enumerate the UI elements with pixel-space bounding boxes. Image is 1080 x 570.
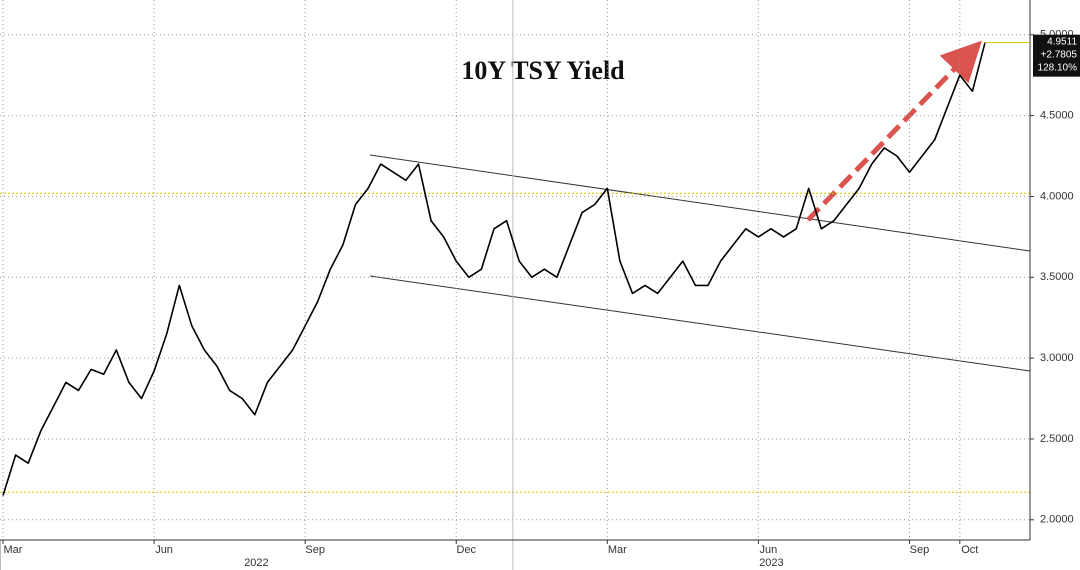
x-tick-label: Mar — [608, 544, 627, 556]
x-tick-label: Sep — [910, 544, 930, 556]
chart-title: 10Y TSY Yield — [461, 56, 625, 85]
y-tick-label: 4.5000 — [1040, 110, 1074, 122]
year-label: 2023 — [759, 557, 783, 569]
y-tick-label: 4.0000 — [1040, 190, 1074, 202]
trend-line — [369, 154, 1031, 252]
last-value-box: 4.9511 +2.7805 128.10% — [1033, 34, 1080, 77]
x-tick-label: Dec — [456, 544, 476, 556]
box-text: 128.10% — [1038, 62, 1078, 73]
trend-line — [369, 275, 1031, 372]
y-tick-label: 3.0000 — [1040, 352, 1074, 364]
y-tick-label: 2.0000 — [1040, 514, 1074, 526]
box-text: 4.9511 — [1047, 36, 1077, 47]
trend-arrow — [806, 40, 982, 222]
x-tick-label: Jun — [760, 544, 778, 556]
x-tick-label: Mar — [4, 544, 23, 556]
x-tick-label: Sep — [305, 544, 325, 556]
x-tick-label: Jun — [155, 544, 173, 556]
box-text: +2.7805 — [1041, 49, 1078, 60]
price-line — [2, 42, 986, 496]
year-label: 2022 — [244, 557, 268, 569]
y-tick-label: 3.5000 — [1040, 271, 1074, 283]
y-tick-label: 2.5000 — [1040, 433, 1074, 445]
box-bg — [1033, 34, 1080, 77]
x-tick-label: Oct — [961, 544, 978, 556]
